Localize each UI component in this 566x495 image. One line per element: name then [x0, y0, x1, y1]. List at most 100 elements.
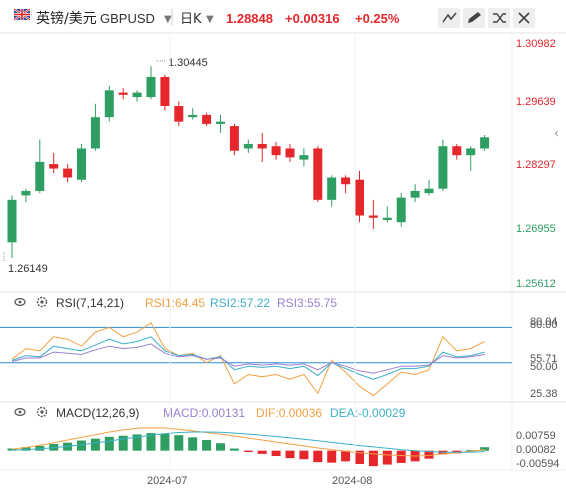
rsi3-legend: RSI3:55.75: [277, 296, 337, 310]
candle-body: [396, 197, 406, 223]
candle: [21, 188, 31, 203]
macd-histogram-bar: [146, 433, 156, 451]
candle: [327, 175, 337, 207]
candle: [243, 139, 253, 153]
macd-histogram-bar: [368, 450, 378, 467]
last-price: 1.28848: [226, 11, 273, 26]
candle-body: [118, 92, 128, 95]
candle-body: [188, 114, 198, 118]
edit-icon[interactable]: [463, 8, 485, 28]
candle-body: [327, 177, 337, 200]
candle: [285, 143, 295, 162]
macd-axis: 0.00759 0.00082 -0.00594: [516, 430, 559, 470]
high-price-label: 1.30445: [168, 57, 208, 69]
macd-histogram-bar: [396, 450, 406, 463]
candle: [299, 148, 309, 167]
candle: [160, 74, 170, 111]
candle: [146, 66, 156, 100]
macd-histogram-bar: [271, 450, 281, 456]
time-axis: 2024-07 2024-08: [147, 33, 372, 487]
price-change: +0.00316: [285, 11, 340, 26]
candle-body: [257, 143, 267, 149]
expand-arrow-icon[interactable]: ‹: [554, 126, 559, 140]
candle-body: [229, 126, 239, 151]
rsi-tick-label: 55.71: [530, 353, 558, 365]
candle-body: [146, 76, 156, 98]
candle: [188, 108, 198, 120]
candle-body: [243, 143, 253, 149]
candle-body: [480, 137, 490, 149]
period-selector[interactable]: 日K: [180, 12, 202, 27]
shuffle-icon[interactable]: [488, 8, 510, 28]
candle-body: [216, 121, 225, 124]
close-icon[interactable]: [513, 8, 535, 28]
candle: [382, 206, 392, 223]
candle-body: [63, 168, 73, 178]
macd-pane: MACD(12,26,9) MACD:0.00131 DIF:0.00036 D…: [7, 406, 559, 470]
candle: [355, 170, 364, 223]
gear-icon[interactable]: [36, 296, 48, 308]
eye-icon[interactable]: [14, 298, 26, 307]
macd-histogram-bar: [327, 450, 337, 463]
macd-tick-label: 0.00082: [516, 444, 556, 456]
dropdown-caret-icon[interactable]: ▼: [206, 14, 214, 25]
rsi-tick-label: 50.00: [530, 361, 558, 373]
rsi-legend: RSI(7,14,21) RSI1:64.45 RSI2:57.22 RSI3:…: [14, 296, 337, 310]
uk-flag-icon: [13, 8, 31, 21]
candle: [368, 199, 378, 229]
macd-histogram-bar: [216, 443, 225, 451]
candle: [396, 193, 406, 227]
candle-body: [382, 217, 392, 220]
candle: [77, 143, 86, 182]
candle: [410, 184, 420, 203]
candle: [424, 179, 434, 196]
dif-legend-value: DIF:0.00036: [256, 406, 322, 420]
dea-legend-value: DEA:-0.00029: [330, 406, 406, 420]
candle-body: [410, 190, 420, 198]
candle-body: [7, 199, 17, 243]
dropdown-caret-icon[interactable]: ▼: [164, 14, 172, 25]
symbol-name: 英镑/美元: [36, 10, 97, 27]
candle: [438, 139, 448, 191]
macd-title: MACD(12,26,9): [56, 406, 139, 420]
time-tick-label: 2024-08: [332, 475, 372, 487]
candle: [7, 195, 17, 258]
candle-body: [174, 106, 184, 122]
pen-icon[interactable]: [438, 8, 460, 28]
macd-histogram-bar: [341, 450, 351, 462]
candle: [35, 139, 45, 194]
candle: [202, 112, 212, 127]
macd-histogram-bar: [202, 440, 212, 451]
price-change-pct: +0.25%: [355, 11, 400, 26]
candle-body: [452, 146, 462, 156]
candle: [63, 164, 73, 182]
macd-histogram-bar: [104, 436, 114, 451]
candle: [257, 132, 267, 162]
candle: [104, 85, 114, 122]
time-tick-label: 2024-07: [147, 475, 187, 487]
candle: [466, 146, 476, 171]
macd-histogram-bar: [466, 450, 476, 452]
candle: [452, 143, 462, 160]
price-tick-label: 1.29639: [516, 96, 556, 108]
gear-icon[interactable]: [36, 406, 48, 418]
macd-histogram-bar: [118, 435, 128, 451]
candle: [174, 101, 184, 127]
candle: [90, 103, 100, 151]
rsi-title: RSI(7,14,21): [56, 296, 124, 310]
candle: [271, 141, 281, 160]
macd-histogram-bar: [424, 450, 434, 459]
price-tick-label: 1.28297: [516, 159, 556, 171]
candle-body: [341, 177, 351, 185]
eye-icon[interactable]: [14, 408, 26, 417]
rsi-tick-label: 80.04: [530, 316, 558, 328]
dif-line: [11, 427, 485, 457]
candle: [480, 135, 490, 151]
candle-body: [424, 188, 434, 194]
macd-histogram-bar: [299, 450, 309, 460]
macd-histogram-bar: [285, 450, 295, 459]
candle-body: [49, 164, 59, 169]
candlestick-pane: 1.30982 1.29639 1.28297 1.26955 1.25612 …: [3, 38, 556, 290]
price-tick-label: 1.25612: [516, 278, 556, 290]
candle: [229, 123, 239, 156]
